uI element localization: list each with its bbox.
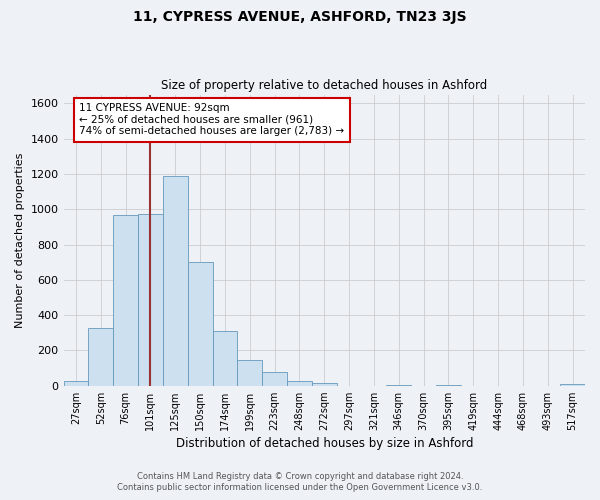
Bar: [88, 328, 113, 386]
Bar: [138, 214, 163, 386]
Text: 11, CYPRESS AVENUE, ASHFORD, TN23 3JS: 11, CYPRESS AVENUE, ASHFORD, TN23 3JS: [133, 10, 467, 24]
Title: Size of property relative to detached houses in Ashford: Size of property relative to detached ho…: [161, 79, 487, 92]
Bar: [287, 381, 312, 386]
Bar: [238, 360, 262, 386]
Bar: [64, 381, 88, 386]
Y-axis label: Number of detached properties: Number of detached properties: [15, 152, 25, 328]
Bar: [262, 372, 287, 386]
Bar: [163, 176, 188, 386]
Text: 11 CYPRESS AVENUE: 92sqm
← 25% of detached houses are smaller (961)
74% of semi-: 11 CYPRESS AVENUE: 92sqm ← 25% of detach…: [79, 104, 344, 136]
Bar: [386, 385, 411, 386]
Bar: [560, 384, 585, 386]
Bar: [312, 382, 337, 386]
Bar: [212, 331, 238, 386]
Bar: [188, 262, 212, 386]
Bar: [436, 385, 461, 386]
X-axis label: Distribution of detached houses by size in Ashford: Distribution of detached houses by size …: [176, 437, 473, 450]
Bar: [113, 214, 138, 386]
Text: Contains HM Land Registry data © Crown copyright and database right 2024.
Contai: Contains HM Land Registry data © Crown c…: [118, 472, 482, 492]
